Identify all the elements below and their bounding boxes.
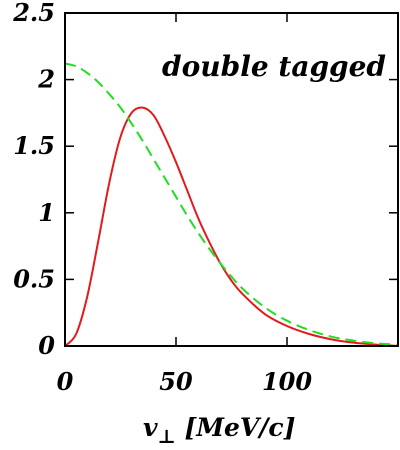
solid-curve xyxy=(64,106,399,347)
curves-layer xyxy=(64,62,399,347)
x-axis-title-main: v xyxy=(143,413,158,442)
y-tick-label: 1.5 xyxy=(13,131,55,160)
y-tick-label: 2.5 xyxy=(12,0,55,27)
y-tick-label: 1 xyxy=(38,198,55,227)
x-tick-label: 0 xyxy=(57,367,74,396)
y-tick-label: 2 xyxy=(37,65,55,94)
tick-labels-layer: 0 0.5 1 1.5 2 2.5 0 50 100 xyxy=(12,0,312,396)
x-tick-label: 50 xyxy=(159,367,193,396)
plot-frame xyxy=(64,12,399,347)
x-axis-title: v⊥ [MeV/c] xyxy=(143,413,295,448)
y-tick-label: 0 xyxy=(38,331,55,360)
y-tick-label: 0.5 xyxy=(13,264,55,293)
x-axis-title-subscript: ⊥ xyxy=(158,426,176,448)
x-axis-title-unit: [MeV/c] xyxy=(176,413,296,442)
ticks-layer xyxy=(64,12,398,347)
chart-annotation: double tagged xyxy=(162,50,386,83)
dashed-curve xyxy=(64,62,399,346)
x-tick-label: 100 xyxy=(262,367,312,396)
